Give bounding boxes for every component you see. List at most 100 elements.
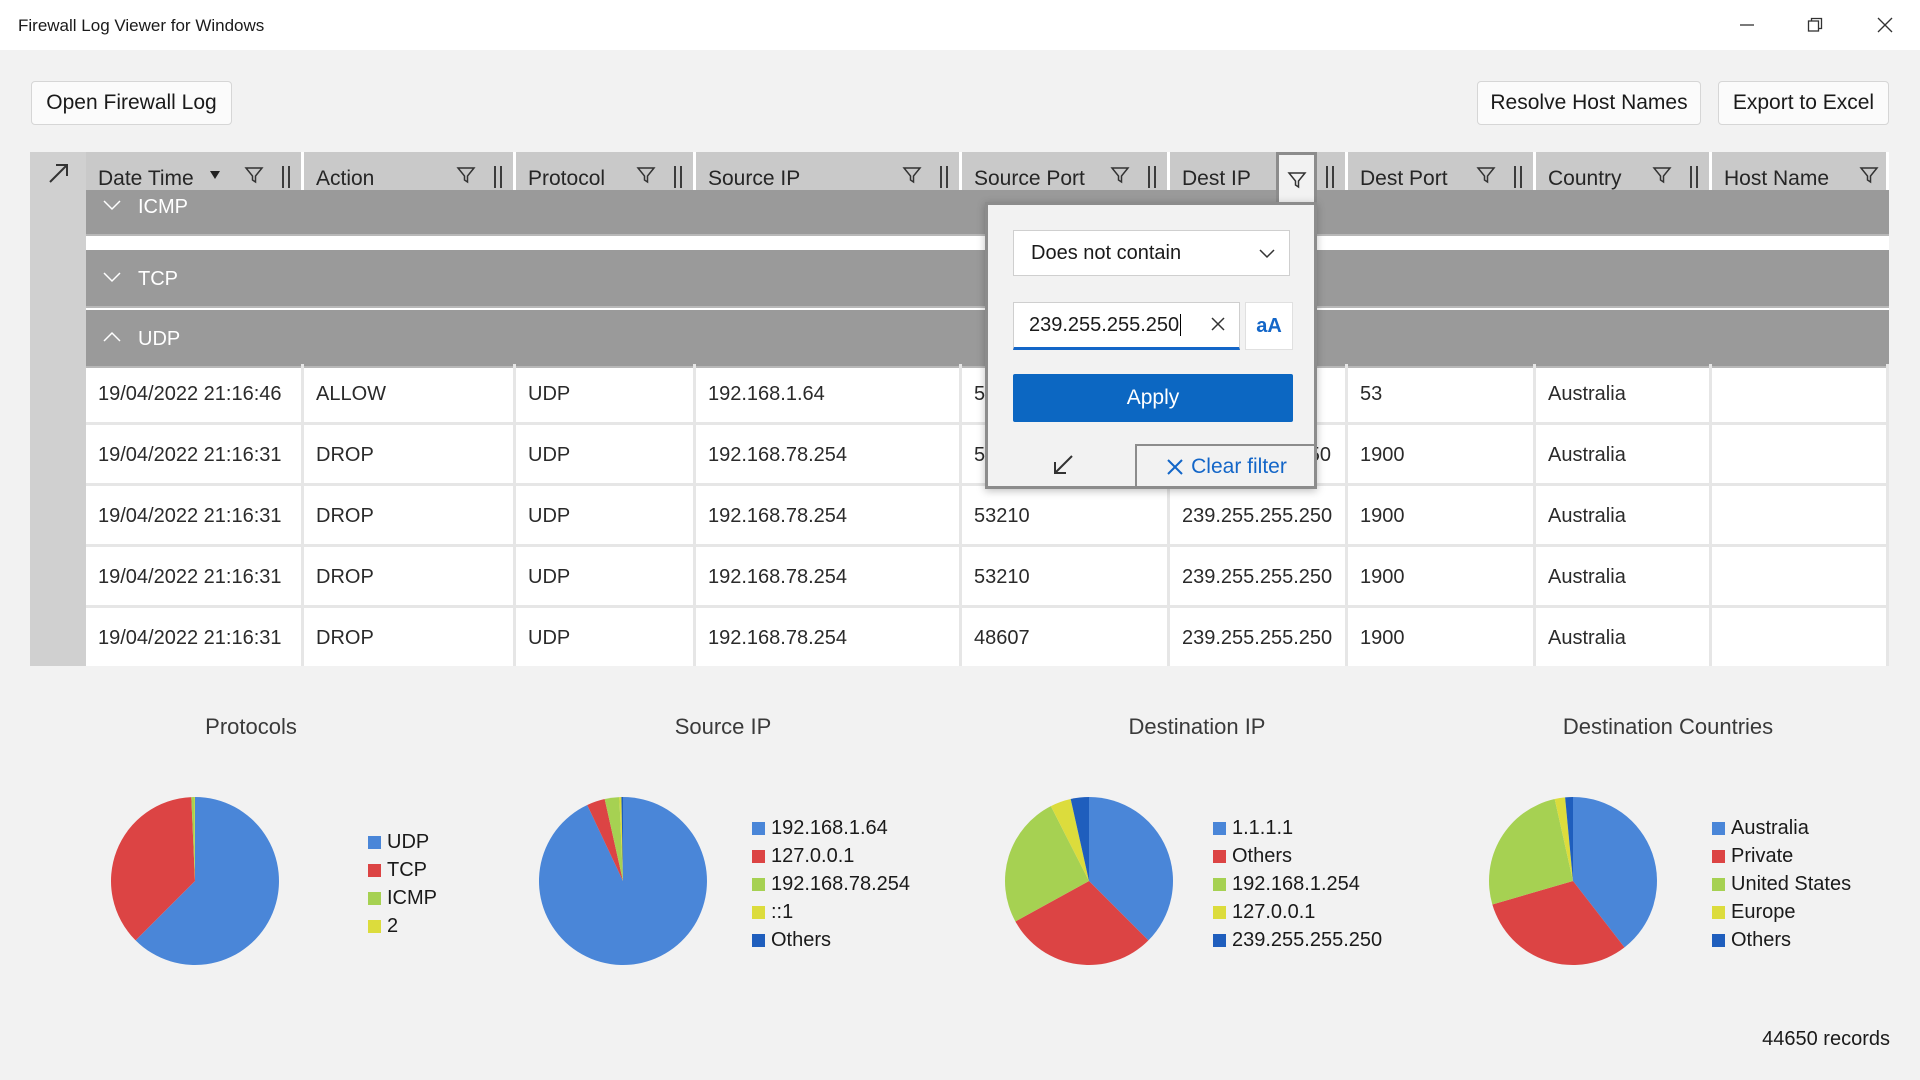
collapse-popup-icon[interactable] [1048,450,1078,480]
legend-label: Others [771,928,832,951]
pie-slice-239-255-255-250 [1070,797,1089,881]
legend-swatch [1712,933,1725,947]
pie-chart [538,796,707,965]
minimize-icon [1740,24,1754,26]
cell-date-time: 19/04/2022 21:16:31 [86,547,304,608]
filter-icon[interactable] [636,165,656,185]
filter-icon[interactable] [1652,165,1672,185]
cell-source-ip: 192.168.78.254 [696,547,962,608]
cell-dest-ip: 239.255.255.250 [1170,547,1348,608]
pie-slice-others [621,796,623,881]
dest-ip-filter-button[interactable] [1276,152,1317,205]
apply-filter-button[interactable]: Apply [1013,374,1293,422]
column-header-dest-ip[interactable]: Dest IP [1170,152,1348,202]
column-header-source-ip[interactable]: Source IP [696,152,962,202]
legend-label: 239.255.255.250 [1232,928,1383,951]
cell-action: DROP [304,425,516,486]
legend-label: Others [1232,844,1293,867]
filter-icon[interactable] [244,165,264,185]
column-header-action[interactable]: Action [304,152,516,202]
clear-text-icon[interactable] [1209,315,1227,333]
filter-condition-value: Does not contain [1031,242,1182,264]
column-header-label: Host Name [1724,167,1830,190]
column-header-date-time[interactable]: Date Time [86,152,304,202]
clear-filter-label: Clear filter [1191,454,1287,478]
log-grid: Date Time Action Protocol Source IP Source P… [30,152,1889,666]
filter-icon[interactable] [902,165,922,185]
filter-icon[interactable] [1859,165,1879,185]
legend-label: Europe [1731,900,1796,923]
pie-slice-united-states [1489,799,1573,905]
resolve-host-names-button[interactable]: Resolve Host Names [1477,81,1701,125]
title-bar: Firewall Log Viewer for Windows [0,0,1920,50]
legend-label: ::1 [771,900,794,923]
pie-slice-australia [1573,797,1657,948]
close-button[interactable] [1851,0,1919,50]
cell-source-ip: 192.168.78.254 [696,425,962,486]
legend-item: UDP [368,828,437,856]
export-to-excel-button[interactable]: Export to Excel [1718,81,1889,125]
legend-swatch [1213,877,1226,891]
chart-legend: UDP TCP ICMP 2 [368,828,437,940]
column-resize-handle[interactable] [940,166,948,188]
window-title: Firewall Log Viewer for Windows [18,16,265,35]
legend-item: 127.0.0.1 [752,842,910,870]
column-header-country[interactable]: Country [1536,152,1712,202]
column-header-protocol[interactable]: Protocol [516,152,696,202]
column-resize-handle[interactable] [1690,166,1698,188]
minimize-button[interactable] [1713,0,1781,50]
cell-protocol: UDP [516,547,696,608]
column-header-host-name[interactable]: Host Name [1712,152,1889,202]
cell-country: Australia [1536,486,1712,547]
column-resize-handle[interactable] [282,166,290,188]
filter-condition-select[interactable]: Does not contain [1013,230,1290,276]
cell-protocol: UDP [516,608,696,666]
cell-date-time: 19/04/2022 21:16:46 [86,364,304,425]
cell-country: Australia [1536,364,1712,425]
filter-value-input[interactable]: 239.255.255.250 [1013,302,1240,350]
pie-slice-private [1492,881,1625,965]
pie-slice-icmp [191,797,195,881]
match-case-toggle[interactable]: aA [1245,302,1293,350]
cell-action: ALLOW [304,364,516,425]
grid-side-panel [30,152,86,666]
clear-filter-button[interactable]: Clear filter [1135,444,1317,489]
chart-title: Destination IP [1128,714,1266,739]
cell-date-time: 19/04/2022 21:16:31 [86,608,304,666]
table-row[interactable]: 19/04/2022 21:16:46 ALLOW UDP 192.168.1.64 5… [86,364,1889,425]
column-header-source-port[interactable]: Source Port [962,152,1170,202]
legend-item: 1.1.1.1 [1213,814,1382,842]
pie-slice-others [1015,881,1149,966]
legend-item: 2 [368,912,437,940]
column-header-dest-port[interactable]: Dest Port [1348,152,1536,202]
column-resize-handle[interactable] [1148,166,1156,188]
column-resize-handle[interactable] [494,166,502,188]
table-row[interactable]: 19/04/2022 21:16:31 DROP UDP 192.168.78.254… [86,486,1889,547]
filter-icon[interactable] [1476,165,1496,185]
filter-icon[interactable] [456,165,476,185]
legend-item: 192.168.1.64 [752,814,910,842]
chevron-up-icon [103,331,121,342]
cell-date-time: 19/04/2022 21:16:31 [86,486,304,547]
chart-legend: 192.168.1.64 127.0.0.1 192.168.78.254::1 Ot… [752,814,910,954]
cell-dest-port: 1900 [1348,547,1536,608]
table-row[interactable]: 19/04/2022 21:16:31 DROP UDP 192.168.78.254… [86,547,1889,608]
column-resize-handle[interactable] [1326,166,1334,188]
cell-dest-port: 1900 [1348,608,1536,666]
legend-label: UDP [387,830,430,853]
legend-label: 127.0.0.1 [1232,900,1316,923]
pie-slice-1-1-1-1 [1089,797,1174,941]
legend-item: Others [1712,926,1851,954]
table-row[interactable]: 19/04/2022 21:16:31 DROP UDP 192.168.78.254… [86,608,1889,666]
filter-value-text: 239.255.255.250 [1029,314,1180,336]
open-firewall-log-button[interactable]: Open Firewall Log [31,81,232,125]
chevron-down-icon [103,200,121,211]
expand-groups-icon[interactable] [46,160,72,186]
chart-legend: Australia Private United States Europe Other… [1712,814,1851,954]
legend-item: Others [752,926,910,954]
cell-country: Australia [1536,547,1712,608]
column-resize-handle[interactable] [1514,166,1522,188]
restore-button[interactable] [1781,0,1849,50]
filter-icon[interactable] [1110,165,1130,185]
column-resize-handle[interactable] [674,166,682,188]
